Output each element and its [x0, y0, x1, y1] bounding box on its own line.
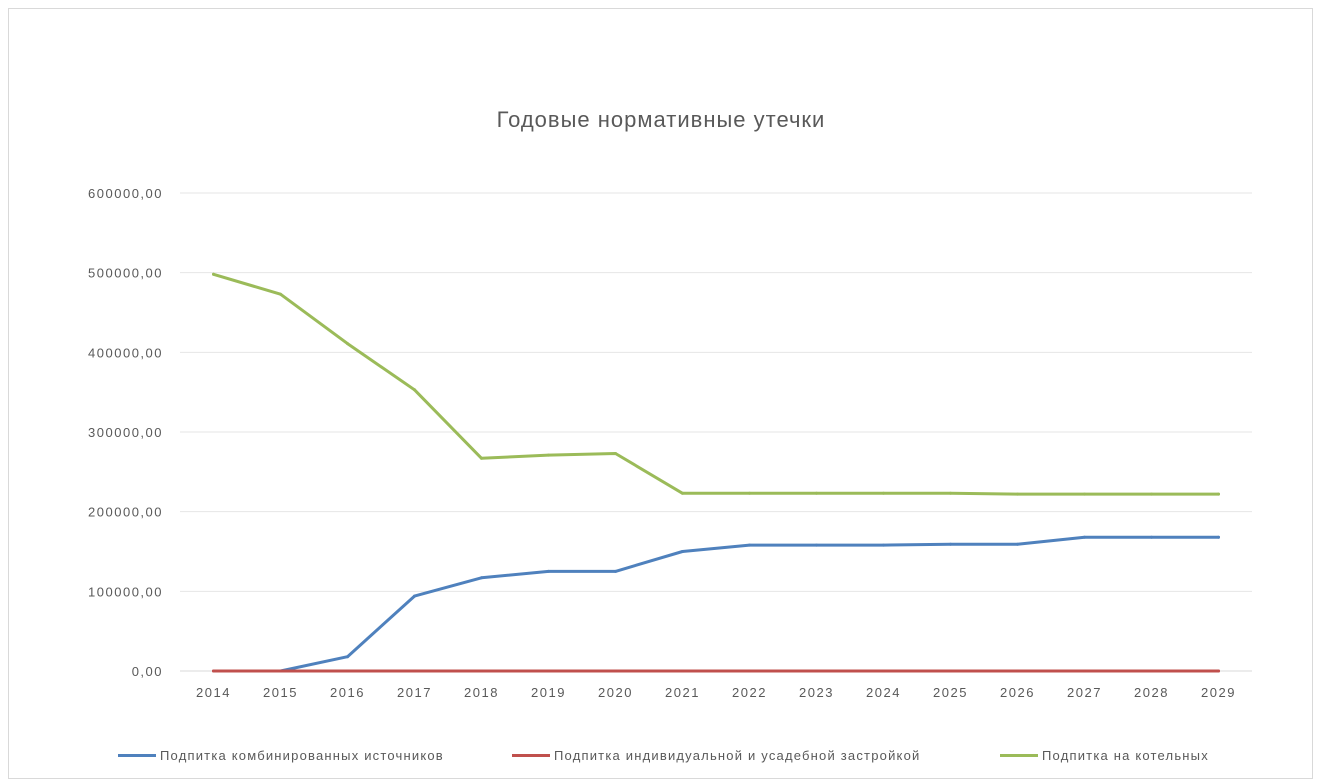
x-tick-label: 2026 — [1000, 685, 1035, 700]
data-point-series-2 — [1150, 492, 1153, 496]
x-axis-labels: 2014 2015 2016 2017 2018 2019 2020 2021 2022 2023… — [196, 685, 1236, 700]
y-tick-label: 600000,00 — [88, 186, 163, 201]
legend-swatch-combined-sources — [118, 753, 156, 757]
chart-title: Годовые нормативные утечки — [496, 107, 826, 132]
y-tick-label: 500000,00 — [88, 266, 163, 281]
legend-item-individual-buildings: Подпитка индивидуальной и усадебной заст… — [512, 746, 920, 764]
y-tick-label: 300000,00 — [88, 425, 163, 440]
data-point-series-1 — [547, 669, 550, 673]
x-tick-label: 2022 — [732, 685, 767, 700]
chart-border — [8, 8, 1313, 779]
data-point-series-0 — [346, 655, 349, 659]
data-point-series-1 — [1016, 669, 1019, 673]
data-point-series-2 — [279, 292, 282, 296]
legend-swatch-boiler-houses — [1000, 753, 1038, 757]
data-point-series-2 — [748, 491, 751, 495]
data-point-series-0 — [1016, 542, 1019, 546]
data-point-series-1 — [1217, 669, 1220, 673]
legend-label-individual-buildings: Подпитка индивидуальной и усадебной заст… — [554, 747, 921, 763]
data-point-series-0 — [1217, 535, 1220, 539]
legend-item-combined-sources: Подпитка комбинированных источников — [118, 746, 444, 764]
data-point-series-2 — [815, 491, 818, 495]
data-point-series-1 — [480, 669, 483, 673]
data-point-series-1 — [681, 669, 684, 673]
x-tick-label: 2025 — [933, 685, 968, 700]
data-point-series-0 — [815, 543, 818, 547]
series-line-2 — [212, 272, 1220, 496]
data-point-series-1 — [882, 669, 885, 673]
data-point-series-0 — [1150, 535, 1153, 539]
data-point-series-1 — [815, 669, 818, 673]
data-point-series-0 — [413, 594, 416, 598]
data-point-series-1 — [279, 669, 282, 673]
x-tick-label: 2016 — [330, 685, 365, 700]
x-tick-label: 2029 — [1201, 685, 1236, 700]
data-point-series-0 — [614, 569, 617, 573]
y-tick-label: 400000,00 — [88, 345, 163, 360]
data-point-series-0 — [681, 550, 684, 553]
data-point-series-2 — [1083, 492, 1086, 496]
legend-item-boiler-houses: Подпитка на котельных — [1000, 746, 1209, 764]
gridlines — [180, 192, 1252, 672]
data-point-series-0 — [547, 569, 550, 573]
data-point-series-2 — [882, 491, 885, 495]
data-point-series-2 — [346, 342, 349, 346]
data-point-series-2 — [949, 491, 952, 495]
y-tick-label: 200000,00 — [88, 505, 163, 520]
y-axis-labels: 0,00 100000,00 200000,00 300000,00 400000,00… — [88, 186, 163, 679]
x-tick-label: 2028 — [1134, 685, 1169, 700]
data-point-series-1 — [1150, 669, 1153, 673]
data-point-series-2 — [681, 491, 684, 495]
data-point-series-1 — [212, 669, 215, 673]
data-point-series-2 — [480, 456, 483, 460]
data-point-series-0 — [748, 543, 751, 547]
data-point-series-1 — [614, 669, 617, 673]
x-tick-label: 2023 — [799, 685, 834, 700]
data-point-series-1 — [1083, 669, 1086, 673]
data-point-series-2 — [614, 452, 617, 455]
legend-label-combined-sources: Подпитка комбинированных источников — [160, 747, 444, 763]
y-tick-label: 100000,00 — [88, 584, 163, 599]
data-point-series-0 — [882, 543, 885, 547]
series-line-0 — [279, 535, 1220, 673]
data-point-series-2 — [1016, 492, 1019, 496]
data-point-series-0 — [949, 542, 952, 546]
x-tick-label: 2027 — [1067, 685, 1102, 700]
data-point-series-1 — [413, 669, 416, 673]
data-point-series-2 — [413, 388, 416, 392]
x-tick-label: 2021 — [665, 685, 700, 700]
y-tick-label: 0,00 — [132, 664, 163, 679]
x-tick-label: 2024 — [866, 685, 901, 700]
data-point-series-1 — [346, 669, 349, 673]
data-point-series-1 — [949, 669, 952, 673]
x-tick-label: 2020 — [598, 685, 633, 700]
data-point-series-1 — [748, 669, 751, 673]
legend-label-boiler-houses: Подпитка на котельных — [1042, 747, 1209, 763]
data-point-series-0 — [480, 576, 483, 580]
series-lines — [212, 272, 1220, 673]
data-point-series-2 — [1217, 492, 1220, 496]
data-point-series-2 — [547, 453, 550, 457]
x-tick-label: 2015 — [263, 685, 298, 700]
data-point-series-0 — [1083, 535, 1086, 539]
x-tick-label: 2018 — [464, 685, 499, 700]
data-point-series-2 — [212, 272, 215, 276]
x-tick-label: 2019 — [531, 685, 566, 700]
x-tick-label: 2014 — [196, 685, 231, 700]
legend-swatch-individual-buildings — [512, 753, 550, 757]
x-tick-label: 2017 — [397, 685, 432, 700]
